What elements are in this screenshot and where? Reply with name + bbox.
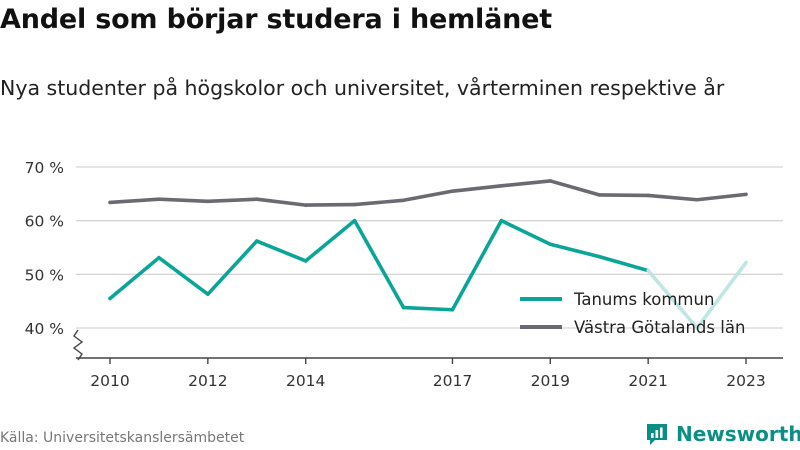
series-segment-tanum bbox=[108, 255, 161, 301]
x-axis: 2010 2012 2014 2017 2019 2021 2023 bbox=[76, 357, 783, 390]
legend-label: Tanums kommun bbox=[573, 290, 714, 309]
series-segment-vastra-gotaland bbox=[597, 193, 650, 198]
series-segment-vastra-gotaland bbox=[352, 198, 406, 207]
brand-logo: Newsworthy bbox=[644, 420, 800, 448]
y-tick-label: 50 % bbox=[25, 266, 64, 284]
x-tick-label: 2023 bbox=[726, 372, 765, 390]
series-segment-vastra-gotaland bbox=[157, 197, 210, 204]
chart-title: Andel som börjar studera i hemlänet bbox=[0, 4, 552, 35]
series-segment-tanum bbox=[597, 254, 650, 273]
series-segment-tanum bbox=[254, 239, 308, 263]
series-segment-tanum bbox=[548, 242, 602, 259]
series-segment-tanum bbox=[157, 255, 210, 296]
series-segment-tanum bbox=[303, 218, 357, 263]
x-tick-label: 2010 bbox=[90, 372, 129, 390]
series-segment-tanum bbox=[450, 218, 504, 312]
newsworthy-logo-icon bbox=[647, 424, 667, 445]
y-tick-label: 40 % bbox=[25, 320, 64, 338]
series-segment-tanum bbox=[206, 239, 259, 296]
legend-label: Västra Götalands län bbox=[574, 318, 745, 337]
series-segment-vastra-gotaland bbox=[499, 179, 553, 188]
x-tick-label: 2012 bbox=[188, 372, 227, 390]
series-segment-tanum bbox=[401, 305, 455, 312]
series-lines bbox=[108, 179, 748, 330]
series-segment-vastra-gotaland bbox=[401, 189, 455, 203]
x-tick-label: 2014 bbox=[286, 372, 325, 390]
series-segment-vastra-gotaland bbox=[695, 192, 748, 202]
gridlines bbox=[76, 166, 783, 329]
y-tick-label: 70 % bbox=[25, 159, 64, 177]
y-axis-ticks: 40 % 50 % 60 % 70 % bbox=[25, 159, 84, 361]
x-tick-label: 2021 bbox=[628, 372, 667, 390]
legend: Tanums kommun Västra Götalands län bbox=[520, 290, 745, 337]
series-segment-vastra-gotaland bbox=[450, 183, 504, 193]
series-segment-vastra-gotaland bbox=[303, 202, 357, 207]
series-segment-tanum bbox=[499, 218, 553, 247]
series-segment-tanum bbox=[646, 268, 699, 330]
series-segment-vastra-gotaland bbox=[548, 179, 602, 197]
series-segment-vastra-gotaland bbox=[646, 193, 699, 202]
series-segment-vastra-gotaland bbox=[254, 197, 308, 207]
source-note: Källa: Universitetskanslersämbetet bbox=[0, 430, 245, 446]
axis-break-icon bbox=[72, 329, 84, 361]
x-tick-label: 2017 bbox=[433, 372, 472, 390]
series-segment-tanum bbox=[695, 260, 748, 330]
series-segment-vastra-gotaland bbox=[206, 197, 259, 204]
chart-subtitle: Nya studenter på högskolor och universit… bbox=[0, 76, 725, 100]
series-segment-vastra-gotaland bbox=[108, 197, 161, 205]
x-tick-label: 2019 bbox=[531, 372, 570, 390]
y-tick-label: 60 % bbox=[25, 213, 64, 231]
line-chart: 40 % 50 % 60 % 70 % 2010 2012 2014 2017 2019 202… bbox=[25, 159, 783, 390]
brand-name: Newsworthy bbox=[676, 422, 800, 446]
series-segment-tanum bbox=[352, 218, 406, 310]
